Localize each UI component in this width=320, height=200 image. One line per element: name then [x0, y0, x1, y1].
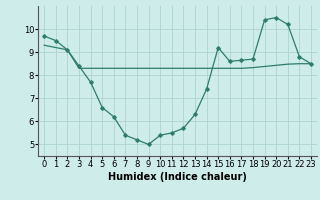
- X-axis label: Humidex (Indice chaleur): Humidex (Indice chaleur): [108, 172, 247, 182]
